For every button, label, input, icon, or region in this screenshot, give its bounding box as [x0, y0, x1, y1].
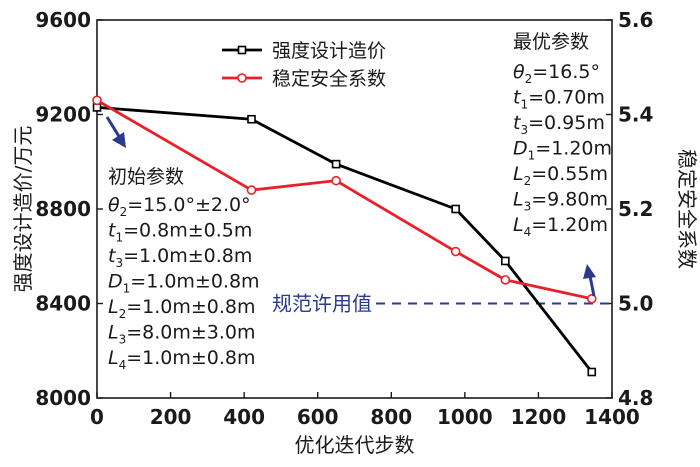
cost-point: [331, 159, 341, 169]
reference-line-group: 规范许用值: [272, 292, 612, 316]
legend-label-safety: 稳定安全系数: [272, 68, 386, 90]
optimal-arrow-shaft: [588, 275, 596, 297]
safety-point: [586, 293, 597, 304]
x-tick-label: 600: [297, 405, 339, 429]
y-left-tick-label: 8400: [35, 292, 91, 316]
cost-point: [247, 114, 256, 124]
cost-point: [451, 204, 460, 214]
annotations: 初始参数 θ2=15.0°±2.0°t1=0.8m±0.5mt3=1.0m±0.8…: [108, 31, 612, 372]
initial-params-param: L4=1.0m±0.8m: [108, 347, 256, 372]
legend: 强度设计造价 稳定安全系数: [222, 40, 386, 90]
safety-point: [92, 95, 102, 106]
initial-params-param: L2=1.0m±0.8m: [108, 296, 256, 321]
series-layer: [92, 95, 597, 377]
cost-point: [587, 367, 597, 377]
initial-arrow-shaft: [105, 116, 122, 139]
x-tick-label: 200: [150, 405, 192, 429]
x-tick-label: 400: [223, 405, 265, 429]
optimal-arrow-head: [583, 264, 596, 279]
initial-params-param: L3=8.0m±3.0m: [108, 322, 256, 347]
safety-point: [246, 185, 257, 195]
safety-point: [500, 275, 511, 285]
reference-line-label: 规范许用值: [272, 292, 372, 316]
optimal-params-param: L4=1.20m: [513, 214, 608, 239]
initial-params-param: t3=1.0m±0.8m: [108, 245, 252, 270]
initial-params-param: t1=0.8m±0.5m: [108, 220, 252, 245]
x-tick-label: 1400: [584, 405, 640, 429]
optimal-params-param: D1=1.20m: [513, 138, 612, 163]
safety-point: [450, 246, 461, 257]
y-left-tick-label: 8000: [35, 386, 91, 410]
optimal-params-title: 最优参数: [513, 31, 589, 53]
y-left-tick-label: 9200: [35, 103, 91, 127]
arrows: [105, 116, 596, 297]
x-axis-title: 优化迭代步数: [295, 433, 415, 457]
initial-params-param: D1=1.0m±0.8m: [108, 271, 260, 296]
optimal-params-param: t3=0.95m: [513, 112, 605, 137]
optimal-params-param: L2=0.55m: [513, 163, 608, 188]
optimal-params-param: L3=9.80m: [513, 189, 608, 214]
y-right-tick-label: 5.2: [618, 197, 653, 221]
y-left-tick-label: 8800: [35, 197, 91, 221]
x-tick-label: 1000: [437, 405, 493, 429]
initial-params-title: 初始参数: [108, 166, 184, 188]
cost-point: [501, 256, 510, 266]
y-right-tick-label: 5.0: [618, 292, 653, 316]
y-right-axis-title: 稳定安全系数: [675, 149, 699, 269]
initial-arrow-head: [112, 132, 126, 148]
legend-marker-cost: [237, 45, 247, 55]
initial-params-param: θ2=15.0°±2.0°: [108, 194, 251, 219]
legend-label-cost: 强度设计造价: [272, 40, 386, 62]
y-left-axis-title: 强度设计造价/万元: [11, 126, 35, 293]
safety-point: [331, 175, 341, 186]
y-right-tick-label: 4.8: [618, 386, 653, 410]
x-tick-label: 1200: [511, 405, 567, 429]
x-tick-label: 800: [370, 405, 412, 429]
y-right-tick-label: 5.4: [618, 103, 653, 127]
optimal-params-param: t1=0.70m: [513, 87, 605, 112]
cost-series-line: [96, 106, 593, 373]
legend-marker-safety: [237, 73, 247, 83]
y-right-tick-label: 5.6: [618, 8, 653, 32]
safety-series-line: [96, 99, 593, 301]
x-tick-label: 0: [90, 405, 104, 429]
y-left-tick-label: 9600: [35, 8, 91, 32]
optimal-params-param: θ2=16.5°: [513, 61, 600, 86]
axes: 0 200 400 600 800 1000 1200 1400 8000 8400 8800 920…: [11, 8, 699, 457]
